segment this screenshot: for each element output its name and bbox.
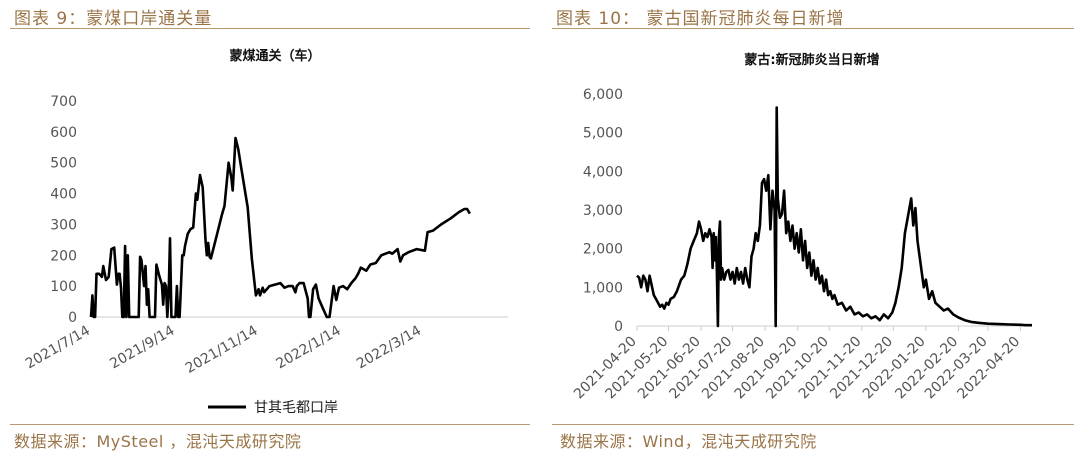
right-y-tick-label: 3,000 bbox=[583, 203, 623, 219]
right-y-tick-label: 1,000 bbox=[583, 280, 623, 296]
left-y-tick-label: 300 bbox=[50, 217, 77, 233]
left-y-tick-label: 100 bbox=[50, 279, 77, 295]
left-chart-legend: 甘其毛都口岸 bbox=[208, 400, 338, 416]
left-y-tick-label: 400 bbox=[50, 187, 77, 203]
right-series-line bbox=[636, 106, 1032, 328]
right-y-tick-label: 0 bbox=[614, 319, 623, 335]
legend-series-label: 甘其毛都口岸 bbox=[254, 400, 338, 416]
left-y-tick-label: 200 bbox=[50, 248, 77, 264]
left-y-tick-label: 0 bbox=[68, 310, 77, 326]
left-series-line bbox=[89, 136, 471, 319]
left-y-tick-label: 700 bbox=[50, 94, 77, 110]
left-x-tick-label: 2021/11/14 bbox=[183, 323, 261, 377]
right-y-tick-label: 6,000 bbox=[583, 87, 623, 103]
right-top-rule bbox=[552, 28, 1074, 29]
right-source-note: 数据来源：Wind，混沌天成研究院 bbox=[560, 432, 817, 451]
left-x-tick-label: 2022/3/14 bbox=[354, 323, 424, 373]
left-bottom-rule bbox=[10, 424, 530, 425]
left-chart-series bbox=[89, 136, 471, 319]
right-chart-title: 蒙古:新冠肺炎当日新增 bbox=[744, 52, 879, 68]
left-x-tick-label: 2022/1/14 bbox=[274, 323, 344, 373]
left-chart-axes: 0 100 200 300 400 500 600 700 2021/7/14 2021/9/14… bbox=[23, 94, 508, 377]
left-x-tick-label: 2021/7/14 bbox=[23, 323, 93, 373]
left-top-rule bbox=[10, 28, 530, 29]
right-y-tick-label: 5,000 bbox=[583, 126, 623, 142]
right-bottom-rule bbox=[552, 424, 1074, 425]
right-y-tick-label: 4,000 bbox=[583, 164, 623, 180]
right-panel-heading: 图表 10： 蒙古国新冠肺炎每日新增 bbox=[556, 9, 845, 29]
coal-customs-chart: 蒙煤通关（车） 0 100 200 300 400 500 600 700 2021/7/14 2… bbox=[23, 48, 508, 416]
left-y-tick-label: 500 bbox=[50, 156, 77, 172]
covid-daily-chart: 蒙古:新冠肺炎当日新增 0 1,000 2,000 3,000 4,000 5,000 6,… bbox=[571, 52, 1032, 402]
left-y-tick-label: 600 bbox=[50, 125, 77, 141]
right-y-tick-label: 2,000 bbox=[583, 242, 623, 258]
right-chart-series bbox=[636, 106, 1032, 328]
left-x-tick-label: 2021/9/14 bbox=[107, 323, 177, 373]
left-chart-title: 蒙煤通关（车） bbox=[229, 48, 320, 64]
left-source-note: 数据来源：MySteel ，混沌天成研究院 bbox=[14, 432, 302, 451]
left-panel-heading: 图表 9：蒙煤口岸通关量 bbox=[14, 9, 213, 29]
